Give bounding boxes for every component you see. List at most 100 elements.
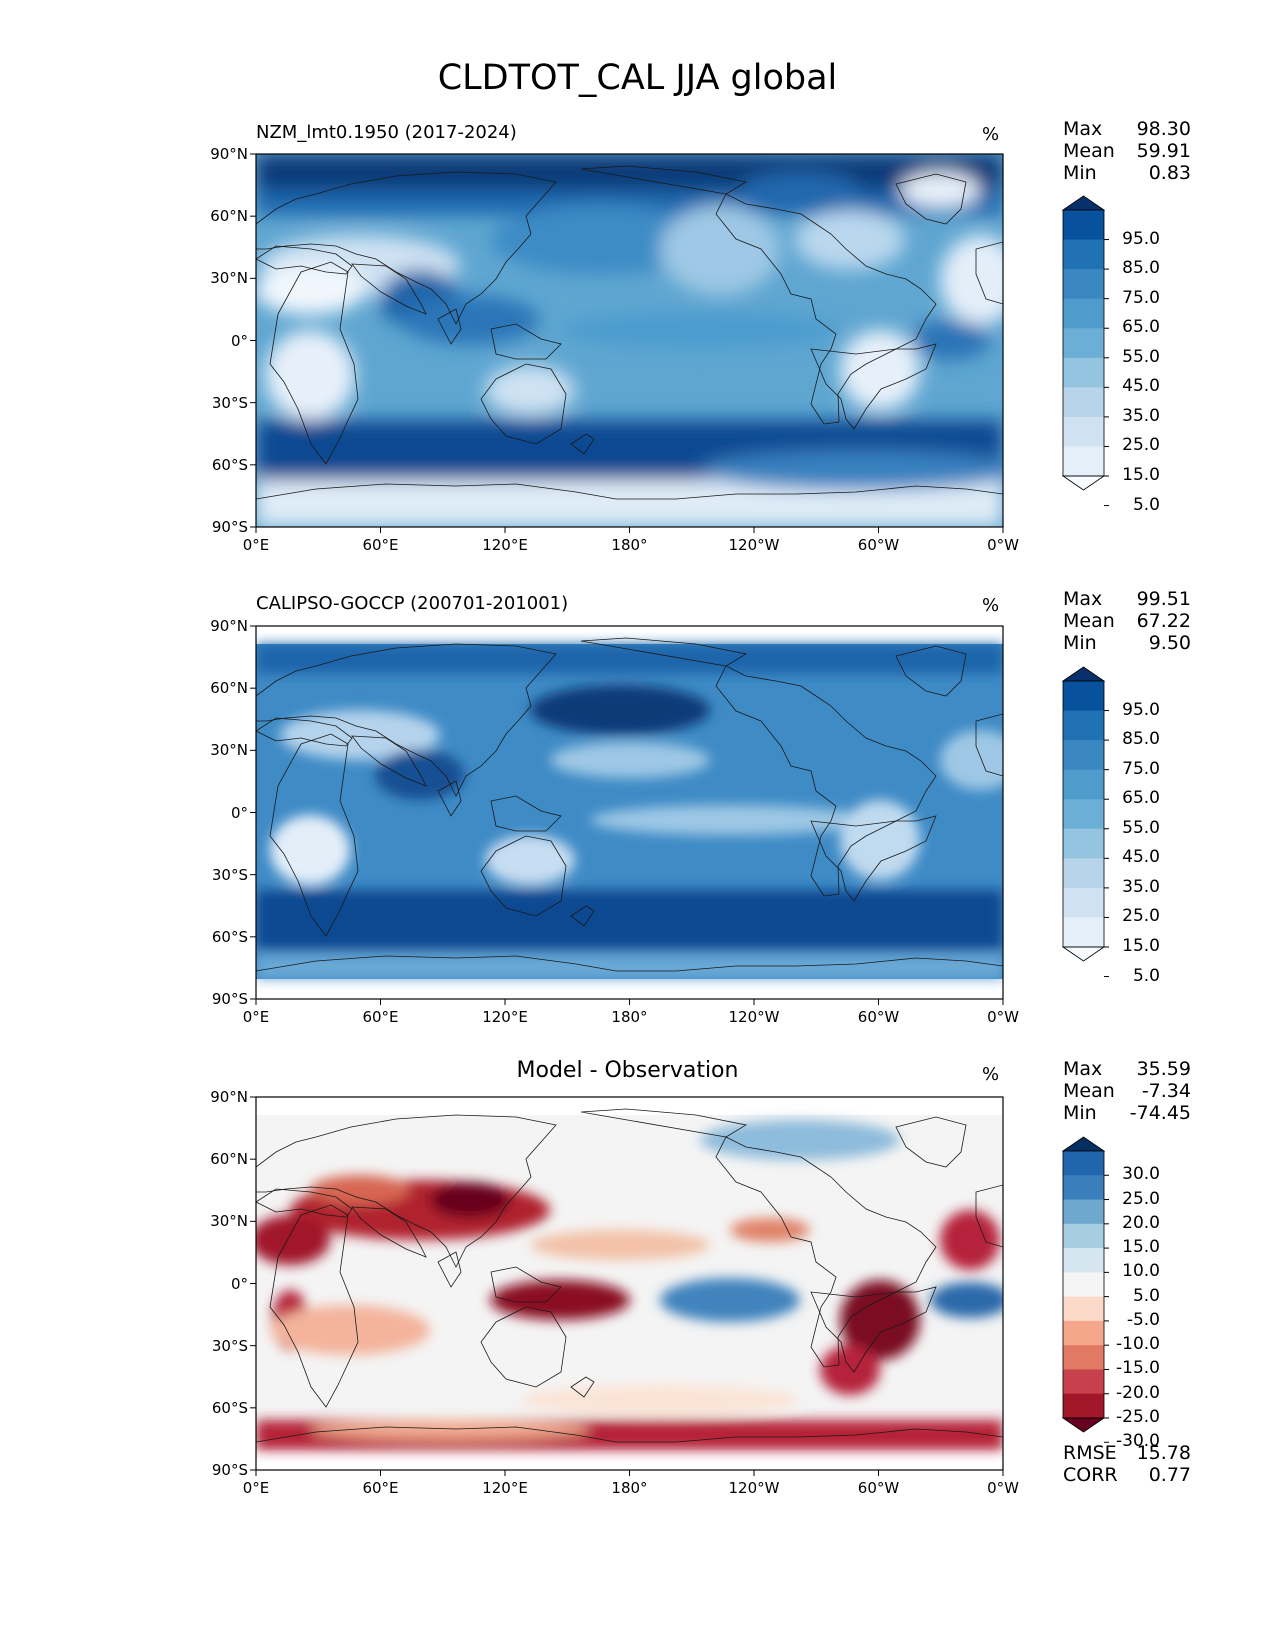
y-tick-label: 60°S xyxy=(211,927,248,946)
colorbar-segment xyxy=(1063,1393,1104,1419)
panel-3-map xyxy=(256,1097,1003,1470)
colorbar-frame xyxy=(1062,680,1105,948)
colorbar-segment xyxy=(1063,357,1104,388)
colorbar-label: 65.0 xyxy=(1122,788,1160,809)
colorbar-segment xyxy=(1063,917,1104,948)
colorbar-label: 35.0 xyxy=(1122,876,1160,897)
panel-2-map xyxy=(256,626,1003,999)
stat-mean-value: 67.22 xyxy=(1136,610,1191,632)
x-tick-label: 0°W xyxy=(987,1008,1019,1026)
colorbar-segment xyxy=(1063,298,1104,329)
x-tick-label: 60°W xyxy=(857,536,900,554)
y-tick-label: 90°S xyxy=(211,518,248,536)
colorbar-min-extension xyxy=(1061,1417,1106,1433)
colorbars xyxy=(1061,195,1109,1443)
colorbar-label: 15.0 xyxy=(1122,1237,1160,1258)
figure-title: CLDTOT_CAL JJA global xyxy=(437,58,838,98)
colorbar-label: 45.0 xyxy=(1122,376,1160,397)
colorbar-segment xyxy=(1063,710,1104,741)
y-tick-label: 60°N xyxy=(210,679,248,698)
colorbar-segment xyxy=(1063,1199,1104,1225)
x-tick-label: 120°W xyxy=(728,536,780,554)
axis-ticks xyxy=(250,153,1004,1476)
stat-label: Min xyxy=(1063,1102,1097,1124)
stat-label: Max xyxy=(1063,118,1103,140)
colorbar-min-extension xyxy=(1061,946,1106,962)
y-tick-label: 90°N xyxy=(210,145,248,163)
colorbar-segment xyxy=(1063,269,1104,300)
colorbar-frame xyxy=(1062,209,1105,477)
colorbar-segment xyxy=(1063,1369,1104,1395)
panel-2-stats: Max 99.51 Mean 67.22 Min 9.50 xyxy=(1063,588,1191,654)
x-tick-label: 0°E xyxy=(242,1479,270,1497)
stat-max-value: 35.59 xyxy=(1136,1058,1191,1080)
colorbar-label: -15.0 xyxy=(1116,1358,1160,1379)
y-tick-label: 90°N xyxy=(210,617,248,635)
y-tick-label: 30°S xyxy=(211,393,248,412)
colorbar-label: 55.0 xyxy=(1122,817,1160,838)
colorbar-label: -5.0 xyxy=(1126,1309,1160,1330)
colorbar-segment xyxy=(1063,1272,1104,1298)
colorbar-label: -30.0 xyxy=(1116,1431,1160,1452)
y-tick-label: 0° xyxy=(230,803,248,822)
stat-label: CORR xyxy=(1063,1464,1118,1486)
x-tick-label: 120°W xyxy=(728,1008,780,1026)
colorbar-label: 15.0 xyxy=(1122,936,1160,956)
colorbar-segment xyxy=(1063,769,1104,800)
stat-label: Min xyxy=(1063,162,1097,184)
colorbar-label: 55.0 xyxy=(1122,346,1160,367)
colorbar-label: 65.0 xyxy=(1122,317,1160,338)
colorbar-label: 95.0 xyxy=(1122,699,1160,720)
colorbar-segment xyxy=(1063,1151,1104,1176)
colorbar-label: 10.0 xyxy=(1122,1261,1160,1282)
x-tick-label: 60°E xyxy=(362,1008,399,1026)
panel-2-units: % xyxy=(982,595,1000,616)
colorbar-segment xyxy=(1063,1345,1104,1370)
x-tick-label: 180° xyxy=(611,1479,648,1497)
colorbar-label: 95.0 xyxy=(1122,228,1160,249)
colorbar-label: 75.0 xyxy=(1122,758,1160,779)
stat-min-value: 0.83 xyxy=(1148,162,1191,184)
stat-max-value: 99.51 xyxy=(1136,588,1191,610)
stat-corr-value: 0.77 xyxy=(1148,1464,1191,1486)
stat-mean-value: -7.34 xyxy=(1141,1080,1191,1102)
colorbar-max-extension xyxy=(1061,1136,1106,1152)
stat-label: Min xyxy=(1063,632,1097,654)
x-tick-label: 120°E xyxy=(482,1008,528,1026)
stat-label: Mean xyxy=(1063,140,1115,162)
colorbar-frame xyxy=(1062,1150,1105,1419)
y-tick-label: 30°N xyxy=(210,1212,248,1231)
panel-1-stats: Max 98.30 Mean 59.91 Min 0.83 xyxy=(1063,118,1191,184)
panel-1-title: NZM_lmt0.1950 (2017-2024) xyxy=(256,122,517,143)
x-tick-label: 60°W xyxy=(857,1008,900,1026)
x-tick-label: 180° xyxy=(611,536,648,554)
x-tick-label: 0°W xyxy=(987,536,1019,554)
colorbar-segment xyxy=(1063,858,1104,889)
panel-3-title: Model - Observation xyxy=(516,1058,739,1083)
colorbar-label: 25.0 xyxy=(1122,435,1160,456)
colorbar-label: 20.0 xyxy=(1122,1212,1160,1233)
panel-2-title: CALIPSO-GOCCP (200701-201001) xyxy=(256,593,569,614)
colorbar-label: 85.0 xyxy=(1122,258,1160,279)
colorbar-min-extension xyxy=(1061,475,1106,491)
colorbar-segment xyxy=(1063,1175,1104,1201)
stat-label: Max xyxy=(1063,1058,1103,1080)
colorbar-segment xyxy=(1063,239,1104,270)
colorbar-label: 15.0 xyxy=(1122,465,1160,485)
y-tick-label: 30°N xyxy=(210,269,248,288)
panel-1-units: % xyxy=(982,124,1000,145)
x-tick-label: 0°W xyxy=(987,1479,1019,1497)
colorbar-label: 25.0 xyxy=(1122,906,1160,927)
stat-label: Mean xyxy=(1063,1080,1115,1102)
panel-1-map xyxy=(256,154,1003,527)
colorbar-label: 5.0 xyxy=(1132,494,1160,515)
stat-rmse-value: 15.78 xyxy=(1136,1442,1191,1464)
y-tick-label: 60°S xyxy=(211,455,248,474)
colorbar-segment xyxy=(1063,1320,1104,1346)
x-tick-label: 180° xyxy=(611,1008,648,1026)
x-tick-label: 120°E xyxy=(482,1479,528,1497)
colorbar-segment xyxy=(1063,1223,1104,1249)
colorbar-segment xyxy=(1063,887,1104,918)
colorbar-label: -25.0 xyxy=(1116,1407,1160,1427)
colorbar-max-extension xyxy=(1061,666,1106,682)
